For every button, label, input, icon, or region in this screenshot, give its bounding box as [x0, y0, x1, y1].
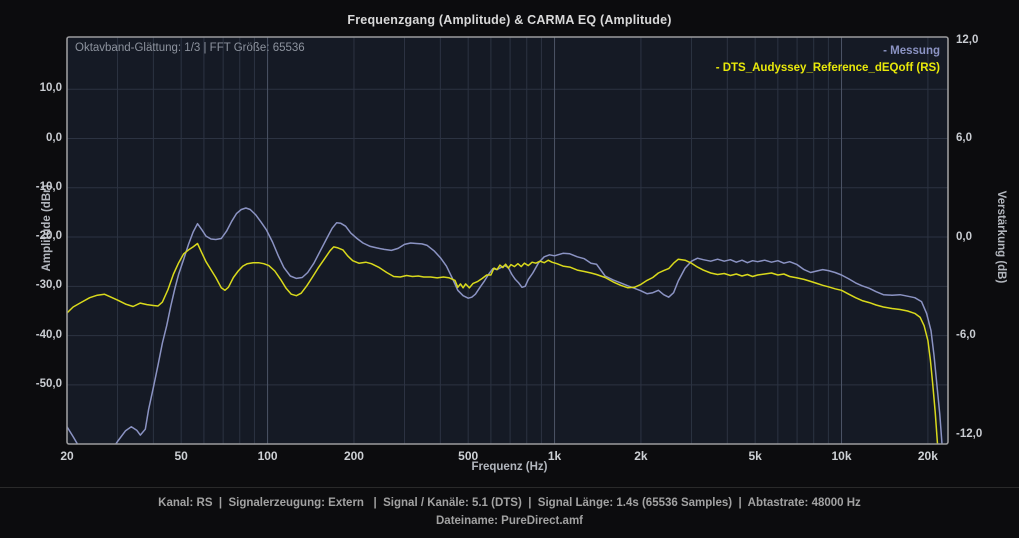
x-tick-label: 200 — [343, 449, 364, 463]
smoothing-fft-info-label: Oktavband-Glättung: 1/3 | FFT Größe: 655… — [75, 42, 305, 54]
legend-item-messung: - Messung — [883, 45, 940, 57]
x-tick-label: 1k — [547, 449, 562, 463]
statusbar-separator — [0, 487, 1019, 488]
x-tick-label: 10k — [831, 449, 852, 463]
y-left-tick-label: -50,0 — [35, 377, 62, 390]
x-tick-label: 50 — [174, 449, 188, 463]
x-tick-label: 500 — [458, 449, 479, 463]
y-left-tick-label: -30,0 — [35, 279, 62, 292]
y-right-tick-label: 6,0 — [956, 132, 972, 145]
y-left-tick-label: 0,0 — [46, 131, 62, 144]
series-curve-messung — [67, 207, 943, 444]
y-left-tick-label: 10,0 — [39, 82, 62, 95]
plot-frame — [66, 36, 949, 445]
y-right-tick-label: -12,0 — [956, 427, 983, 440]
x-tick-label: 20k — [917, 449, 938, 463]
y-left-tick-label: -40,0 — [35, 328, 62, 341]
y-right-tick-label: -6,0 — [956, 329, 976, 342]
series-curve-eq — [67, 242, 939, 444]
legend: - Messung - DTS_Audyssey_Reference_dEQof… — [716, 43, 940, 77]
frequency-response-plot-canvas[interactable] — [0, 0, 1019, 487]
y-right-tick-label: 0,0 — [956, 230, 972, 243]
y-right-tick-label: 12,0 — [956, 33, 979, 46]
y-axis-left-title: Amplitude (dBr) — [41, 184, 53, 272]
x-tick-label: 20 — [60, 449, 74, 463]
legend-item-dts-audyssey-reference: - DTS_Audyssey_Reference_dEQoff (RS) — [715, 62, 940, 74]
chart-title: Frequenzgang (Amplitude) & CARMA EQ (Amp… — [347, 13, 672, 27]
y-axis-right-title: Verstärkung (dB) — [995, 190, 1007, 284]
y-left-tick-label: -10,0 — [35, 180, 62, 193]
status-measurement-info: Kanal: RS | Signalerzeugung: Extern | Si… — [158, 497, 861, 509]
x-tick-label: 100 — [257, 449, 278, 463]
x-tick-label: 2k — [634, 449, 648, 463]
status-filename: Dateiname: PureDirect.amf — [436, 515, 583, 527]
plot-background — [67, 37, 948, 444]
x-axis-title: Frequenz (Hz) — [471, 461, 548, 473]
x-tick-label: 5k — [748, 449, 762, 463]
y-left-tick-label: -20,0 — [35, 230, 62, 243]
